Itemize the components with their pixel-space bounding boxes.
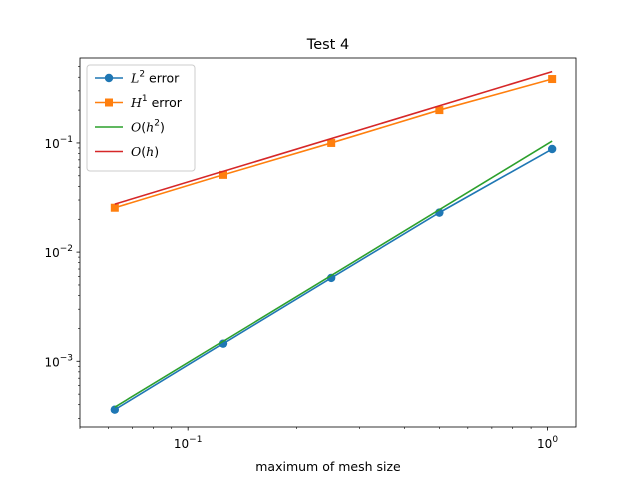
x-tick-label-1: 100 — [537, 435, 558, 451]
plot-area — [110, 70, 557, 414]
y-tick-label-1: 10−2 — [44, 244, 73, 260]
series-0-point-2 — [326, 273, 336, 283]
series-1-point-0 — [110, 203, 119, 212]
axis-ticks: 10−1 100 10−3 10−2 10−1 — [44, 66, 558, 451]
y-tick-label-2: 10−1 — [44, 135, 73, 151]
legend-box — [86, 64, 196, 172]
legend-label-2: O(h2) — [131, 119, 165, 135]
legend-marker-1 — [105, 98, 113, 107]
series-1-point-2 — [327, 138, 336, 147]
series-1-point-1 — [219, 170, 228, 179]
series-1-point-4 — [548, 75, 557, 84]
y-tick-label-0: 10−3 — [44, 353, 73, 369]
series-0-point-0 — [110, 405, 120, 414]
legend-label-1: H1 error — [130, 94, 183, 110]
axes-frame — [79, 57, 577, 428]
series-0-point-4 — [547, 144, 557, 154]
series-line-3 — [114, 70, 553, 205]
series-line-2 — [114, 140, 553, 408]
series-1-point-3 — [435, 106, 444, 115]
series-0-point-1 — [218, 339, 228, 348]
legend: L2 error H1 error O(h2) O(h) — [86, 64, 196, 172]
legend-marker-0 — [104, 73, 114, 83]
x-tick-label-0: 10−1 — [174, 435, 203, 451]
legend-label-3: O(h) — [131, 144, 159, 159]
x-axis-label: maximum of mesh size — [255, 459, 401, 474]
chart-title: Test 4 — [306, 37, 349, 53]
legend-label-0: L2 error — [130, 70, 180, 86]
